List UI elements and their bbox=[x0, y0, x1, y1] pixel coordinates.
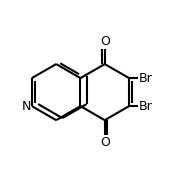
Text: Br: Br bbox=[139, 100, 153, 113]
Text: O: O bbox=[100, 35, 110, 48]
Text: N: N bbox=[21, 100, 31, 113]
Text: Br: Br bbox=[139, 72, 153, 85]
Text: O: O bbox=[100, 136, 110, 149]
